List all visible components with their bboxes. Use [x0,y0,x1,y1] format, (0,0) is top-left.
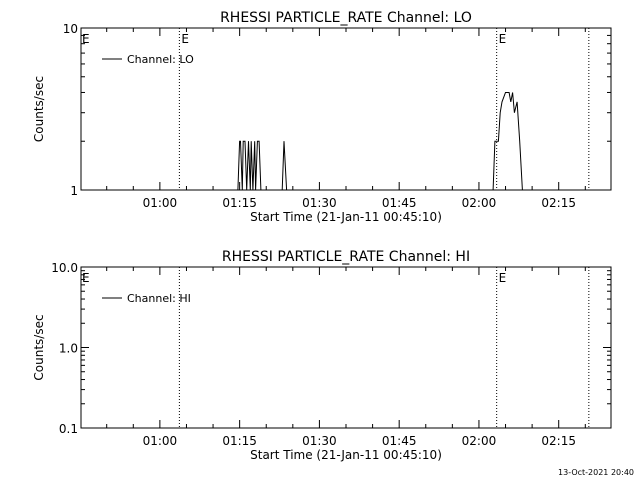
chart-title: RHESSI PARTICLE_RATE Channel: HI [222,249,470,265]
panel-1: RHESSI PARTICLE_RATE Channel: LO Counts/s… [32,10,612,224]
x-axis-label: Start Time (21-Jan-11 00:45:10) [250,210,442,224]
event-label: E [499,271,507,285]
left-event-marker: E [82,32,90,46]
y-tick-label: 1.0 [59,342,78,356]
x-tick-label: 01:30 [302,434,337,448]
chart-title: RHESSI PARTICLE_RATE Channel: LO [220,10,472,26]
x-axis-label: Start Time (21-Jan-11 00:45:10) [250,448,442,462]
panel-2: RHESSI PARTICLE_RATE Channel: HI Counts/s… [32,249,612,462]
y-axis-label: Counts/sec [32,314,46,380]
timestamp-label: 13-Oct-2021 20:40 [558,468,634,477]
x-tick-label: 02:15 [541,434,576,448]
x-tick-label: 01:00 [143,196,178,210]
x-tick-label: 01:15 [222,434,257,448]
x-tick-label: 02:15 [541,196,576,210]
series-line [237,92,523,191]
legend-label: Channel: HI [127,292,191,305]
x-tick-label: 02:00 [462,196,497,210]
x-tick-label: 02:00 [462,434,497,448]
legend-label: Channel: LO [127,53,194,66]
y-tick-label: 10.0 [51,261,78,275]
event-label: E [499,32,507,46]
x-tick-label: 01:30 [302,196,337,210]
x-tick-label: 01:45 [382,434,417,448]
left-event-marker: E [82,271,90,285]
x-tick-label: 01:45 [382,196,417,210]
x-tick-label: 01:15 [222,196,257,210]
y-tick-label: 0.1 [59,422,78,436]
event-label: E [181,32,189,46]
y-tick-label: 10 [63,22,78,36]
y-tick-label: 1 [70,184,78,198]
x-tick-label: 01:00 [143,434,178,448]
y-axis-label: Counts/sec [32,76,46,142]
